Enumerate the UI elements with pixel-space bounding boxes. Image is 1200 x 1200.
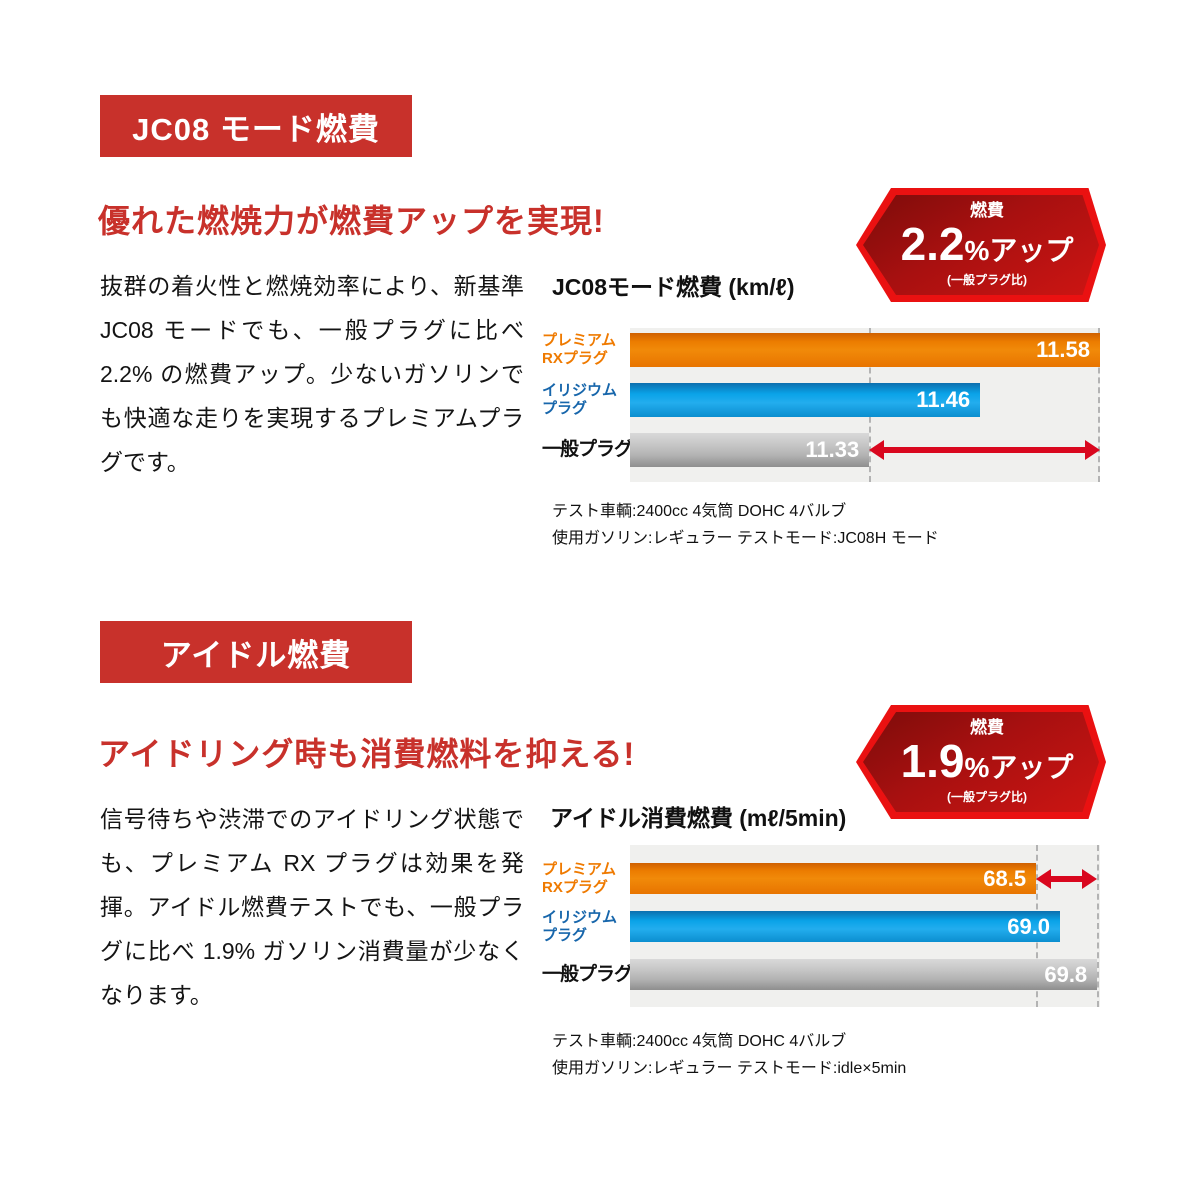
- bar-iridium: 69.0: [630, 911, 1061, 942]
- bar-value-label: 69.0: [1007, 913, 1051, 939]
- note-line: テスト車輌:2400cc 4気筒 DOHC 4バルブ: [552, 503, 847, 520]
- bar-chart-jc08: プレミアム RXプラグ 11.58 イリジウム プラグ 11.46 一般プラグ …: [542, 328, 1101, 482]
- arrow-head-left-icon: [869, 440, 885, 460]
- test-conditions-note: テスト車輌:2400cc 4気筒 DOHC 4バルブ 使用ガソリン:レギュラー …: [552, 498, 939, 552]
- bar-label-premium-rx: プレミアム RXプラグ: [542, 860, 616, 896]
- test-conditions-note: テスト車輌:2400cc 4気筒 DOHC 4バルブ 使用ガソリン:レギュラー …: [552, 1028, 906, 1082]
- arrow-line: [879, 447, 1090, 453]
- bar-row-premium-rx: プレミアム RXプラグ 11.58: [542, 332, 1100, 367]
- note-line: 使用ガソリン:レギュラー テストモード:idle×5min: [552, 1060, 907, 1077]
- section-body-text: 信号待ちや渋滞でのアイドリング状態でも、プレミアム RX プラグは効果を発揮。ア…: [100, 806, 524, 1008]
- bar-value-label: 69.8: [1044, 961, 1088, 987]
- badge-percent-suffix: %アップ: [964, 235, 1074, 267]
- dashed-gridline: [1097, 845, 1100, 1007]
- arrow-head-right-icon: [1082, 869, 1098, 889]
- badge-top-label: 燃費: [970, 200, 1004, 220]
- arrow-line: [1046, 876, 1088, 882]
- note-line: テスト車輌:2400cc 4気筒 DOHC 4バルブ: [552, 1033, 847, 1050]
- badge-main-value: 1.9%アップ: [901, 737, 1074, 785]
- bar-row-standard: 一般プラグ 69.8: [542, 959, 1100, 990]
- chart-title: アイドル消費燃費 (mℓ/5min): [550, 805, 847, 831]
- badge-body: 燃費 1.9%アップ (一般プラグ比): [863, 712, 1099, 812]
- bar-iridium: 11.46: [630, 383, 981, 417]
- badge-note: (一般プラグ比): [947, 790, 1027, 805]
- badge-percent-number: 1.9: [900, 735, 965, 788]
- arrow-head-right-icon: [1084, 440, 1100, 460]
- bar-row-standard: 一般プラグ 11.33: [542, 433, 1100, 467]
- bar-row-premium-rx: プレミアム RXプラグ 68.5: [542, 861, 1100, 896]
- bar-value-label: 11.58: [1036, 337, 1090, 362]
- section-tag-label: JC08 モード燃費: [132, 111, 380, 147]
- section-tag-label: アイドル燃費: [160, 637, 352, 673]
- bar-row-iridium: イリジウム プラグ 11.46: [542, 382, 1100, 417]
- bar-standard: 11.33: [630, 433, 870, 467]
- difference-arrow: [1036, 868, 1098, 890]
- badge-note: (一般プラグ比): [947, 273, 1027, 288]
- difference-arrow: [869, 439, 1100, 461]
- bar-label-premium-rx: プレミアム RXプラグ: [542, 332, 616, 367]
- badge-top-label: 燃費: [970, 717, 1004, 737]
- section-tag-jc08: JC08 モード燃費: [100, 95, 412, 157]
- arrow-head-left-icon: [1036, 869, 1052, 889]
- note-line: 使用ガソリン:レギュラー テストモード:JC08H モード: [552, 530, 939, 547]
- dashed-gridline: [1098, 328, 1101, 482]
- badge-main-value: 2.2%アップ: [901, 220, 1074, 268]
- fuel-up-badge: 燃費 1.9%アップ (一般プラグ比): [856, 705, 1106, 819]
- bar-standard: 69.8: [630, 959, 1098, 990]
- badge-body: 燃費 2.2%アップ (一般プラグ比): [863, 195, 1099, 295]
- bar-label-standard: 一般プラグ: [542, 963, 633, 985]
- bar-label-iridium: イリジウム プラグ: [542, 908, 618, 944]
- bar-value-label: 11.33: [805, 437, 860, 462]
- bar-value-label: 11.46: [916, 387, 971, 412]
- bar-premium-rx: 68.5: [630, 863, 1037, 894]
- section-headline: アイドリング時も消費燃料を抑える!: [98, 736, 636, 772]
- section-headline: 優れた燃焼力が燃費アップを実現!: [98, 203, 605, 239]
- fuel-up-badge: 燃費 2.2%アップ (一般プラグ比): [856, 188, 1106, 302]
- bar-premium-rx: 11.58: [630, 333, 1100, 367]
- bar-value-label: 68.5: [983, 865, 1027, 891]
- badge-percent-number: 2.2: [900, 218, 965, 271]
- chart-title: JC08モード燃費 (km/ℓ): [552, 274, 795, 300]
- badge-percent-suffix: %アップ: [964, 752, 1074, 784]
- bar-label-iridium: イリジウム プラグ: [542, 382, 618, 417]
- section-body-text: 抜群の着火性と燃焼効率により、新基準 JC08 モードでも、一般プラグに比べ 2…: [100, 273, 524, 475]
- section-tag-idle: アイドル燃費: [100, 621, 412, 683]
- bar-label-standard: 一般プラグ: [542, 439, 633, 460]
- bar-chart-idle: プレミアム RXプラグ 68.5 イリジウム プラグ 69.0 一: [542, 845, 1100, 1007]
- bar-row-iridium: イリジウム プラグ 69.0: [542, 909, 1100, 944]
